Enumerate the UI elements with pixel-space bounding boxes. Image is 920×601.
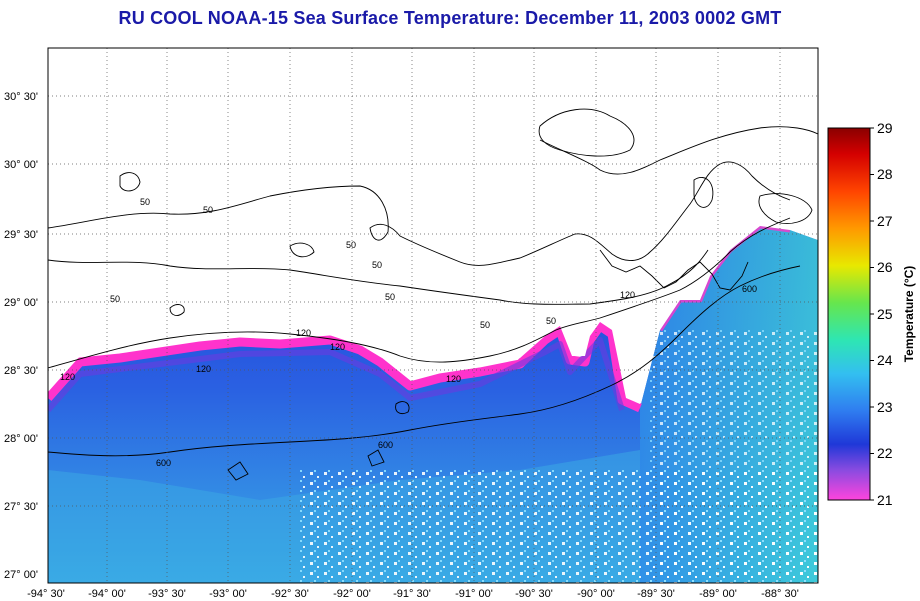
contour-label: 120 <box>330 342 345 352</box>
colorbar-tick: 21 <box>877 492 893 508</box>
contour-label: 50 <box>203 205 213 215</box>
colorbar-title: Temperature (°C) <box>902 266 916 363</box>
contour-label: 120 <box>620 290 635 300</box>
contour-label: 600 <box>742 284 757 294</box>
lat-label: 27° 00' <box>4 569 38 581</box>
map-title: RU COOL NOAA-15 Sea Surface Temperature:… <box>118 8 782 28</box>
contour-labels: 50 50 50 50 50 50 50 50 120 120 120 120 … <box>60 197 757 468</box>
colorbar-tick: 25 <box>877 306 893 322</box>
contour-label: 50 <box>372 260 382 270</box>
contour-label: 50 <box>346 240 356 250</box>
graticule <box>48 48 818 583</box>
lat-label: 30° 00' <box>4 159 38 171</box>
contour-label: 600 <box>156 458 171 468</box>
contour-label: 50 <box>140 197 150 207</box>
lon-label: -93° 00' <box>209 588 247 600</box>
lon-label: -91° 00' <box>455 588 493 600</box>
colorbar-tick: 26 <box>877 259 893 275</box>
lon-label: -89° 30' <box>637 588 675 600</box>
contour-label: 50 <box>385 292 395 302</box>
lon-label: -94° 30' <box>27 588 65 600</box>
lon-label: -91° 30' <box>393 588 431 600</box>
lat-label: 29° 30' <box>4 229 38 241</box>
contour-label: 50 <box>480 320 490 330</box>
lon-label: -88° 30' <box>761 588 799 600</box>
contour-label: 50 <box>110 294 120 304</box>
lon-label: -90° 00' <box>577 588 615 600</box>
contour-label: 120 <box>196 364 211 374</box>
lat-label: 27° 30' <box>4 501 38 513</box>
contour-label: 600 <box>378 440 393 450</box>
sst-field <box>48 48 818 583</box>
colorbar-tick: 23 <box>877 399 893 415</box>
colorbar-scale <box>827 127 871 501</box>
lon-label: -92° 00' <box>333 588 371 600</box>
colorbar-tick: 28 <box>877 166 893 182</box>
lon-label: -92° 30' <box>271 588 309 600</box>
coastline <box>48 161 791 266</box>
contour-label: 120 <box>446 374 461 384</box>
lat-label: 30° 30' <box>4 91 38 103</box>
lon-label: -93° 30' <box>148 588 186 600</box>
contours <box>48 108 818 481</box>
lon-label: -90° 30' <box>515 588 553 600</box>
lat-label: 28° 00' <box>4 433 38 445</box>
lon-label: -94° 00' <box>88 588 126 600</box>
contour-label: 120 <box>296 328 311 338</box>
colorbar-tick: 29 <box>877 120 893 136</box>
lon-labels: -94° 30' -94° 00' -93° 30' -93° 00' -92°… <box>27 588 799 600</box>
colorbar-tick: 22 <box>877 445 893 461</box>
contour-label: 120 <box>60 372 75 382</box>
colorbar: 29 28 27 26 25 24 23 22 21 Temperature (… <box>827 120 916 508</box>
lon-label: -89° 00' <box>699 588 737 600</box>
lat-label: 29° 00' <box>4 297 38 309</box>
colorbar-tick: 24 <box>877 352 893 368</box>
lat-label: 28° 30' <box>4 365 38 377</box>
colorbar-tick: 27 <box>877 213 893 229</box>
contour-label: 50 <box>546 316 556 326</box>
lat-labels: 30° 30' 30° 00' 29° 30' 29° 00' 28° 30' … <box>4 91 38 581</box>
